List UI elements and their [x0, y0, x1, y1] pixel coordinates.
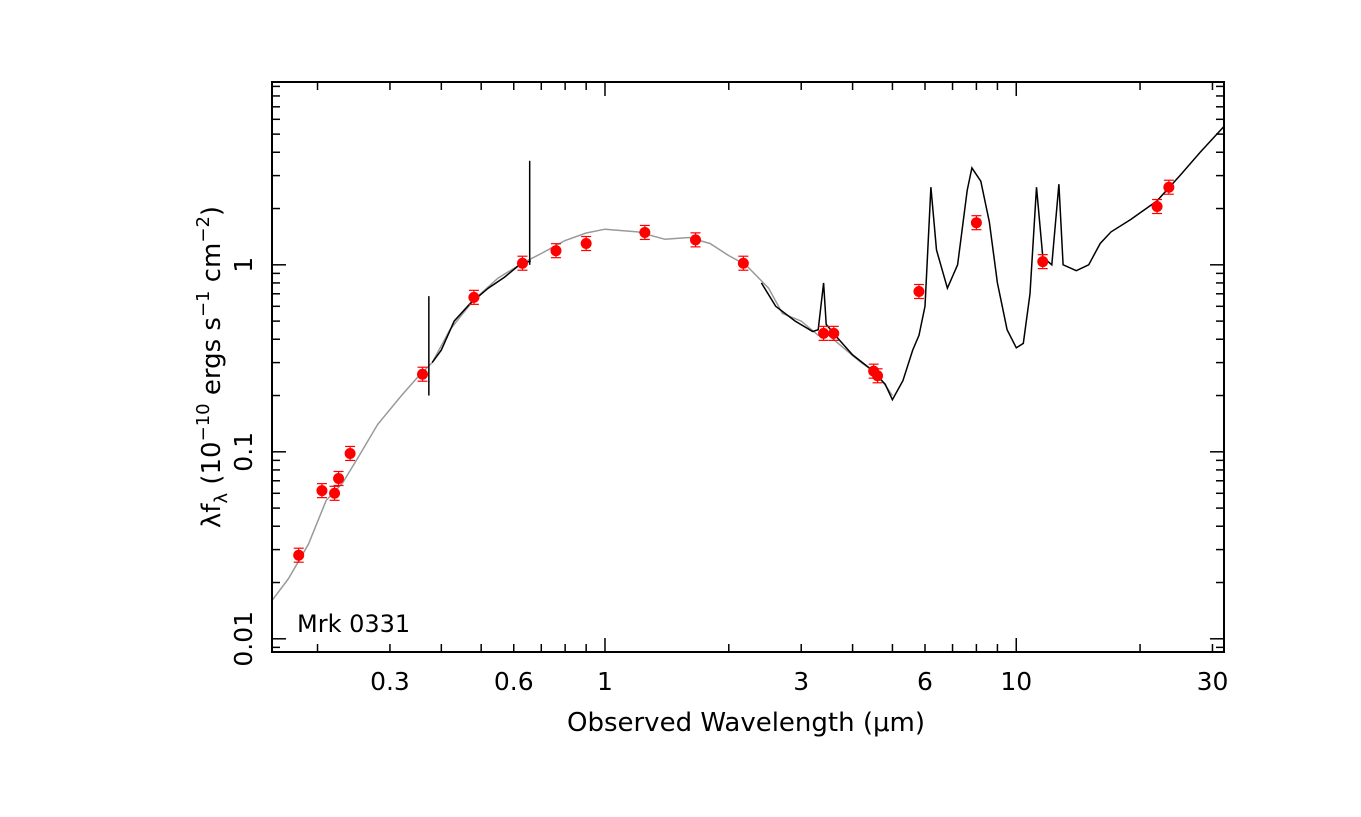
- y-tick-label-0: 0.01: [229, 611, 258, 667]
- y-tick-label-1: 0.1: [229, 432, 258, 472]
- x-tick-label-5: 10: [1000, 667, 1032, 696]
- data-point-9: [580, 238, 592, 250]
- data-point-1: [316, 485, 328, 497]
- data-point-0: [293, 549, 305, 561]
- spectrum-layer: [271, 125, 1225, 602]
- x-tick-label-6: 30: [1197, 667, 1229, 696]
- y-title-unit2: ergs s: [197, 317, 227, 403]
- y-title-lambda: λf: [197, 503, 227, 528]
- data-point-6: [468, 291, 480, 303]
- object-name-label: Mrk 0331: [297, 610, 410, 638]
- observed-spectrum-line-1: [431, 260, 532, 364]
- data-point-14: [828, 327, 840, 339]
- y-title-sub: λ: [211, 493, 232, 504]
- x-tick-label-1: 0.6: [494, 667, 534, 696]
- data-point-17: [913, 286, 925, 298]
- data-point-20: [1151, 201, 1163, 213]
- data-point-5: [417, 368, 429, 380]
- data-point-2: [329, 487, 341, 499]
- y-title-unit3: cm: [197, 243, 227, 291]
- plot-border: [271, 81, 1225, 653]
- y-title-sup1: −10: [193, 403, 214, 441]
- data-point-16: [872, 370, 884, 382]
- data-point-7: [516, 257, 528, 269]
- y-title-unit1: (10: [197, 441, 227, 493]
- x-tick-label-4: 6: [917, 667, 933, 696]
- data-point-3: [333, 472, 345, 484]
- y-title-close: ): [197, 206, 227, 216]
- data-point-11: [690, 234, 702, 246]
- data-point-4: [344, 447, 356, 459]
- plot-frame: [271, 81, 1225, 653]
- x-tick-label-2: 1: [597, 667, 613, 696]
- data-point-12: [737, 257, 749, 269]
- y-title-sup2: −1: [193, 290, 214, 317]
- data-point-8: [550, 245, 562, 257]
- photometry-layer: [293, 179, 1175, 563]
- y-axis-title: λfλ (10−10 ergs s−1 cm−2): [193, 206, 232, 528]
- model-spectrum-line: [271, 228, 894, 602]
- data-point-19: [1037, 256, 1049, 268]
- x-tick-label-3: 3: [793, 667, 809, 696]
- y-tick-label-2: 1: [229, 257, 258, 273]
- x-axis-title: Observed Wavelength (μm): [567, 708, 925, 738]
- data-point-18: [970, 217, 982, 229]
- labels-layer: 0.3 0.6 1 3 6 10 30 0.01 0.1 1: [229, 257, 1228, 696]
- x-tick-label-0: 0.3: [370, 667, 410, 696]
- data-point-21: [1163, 181, 1175, 193]
- data-point-10: [639, 226, 651, 238]
- observed-spectrum-line-2: [760, 125, 1225, 402]
- y-title-sup3: −2: [193, 216, 214, 243]
- data-point-13: [818, 327, 830, 339]
